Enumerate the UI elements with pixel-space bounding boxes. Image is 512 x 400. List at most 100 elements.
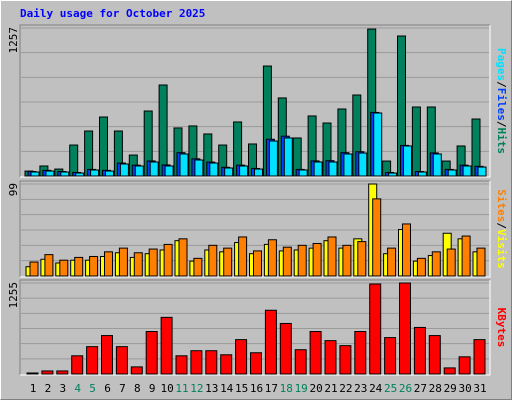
x-tick-label: 8 bbox=[134, 382, 141, 395]
bar bbox=[279, 322, 292, 375]
legend: KBytes bbox=[495, 308, 508, 348]
bar bbox=[45, 170, 55, 177]
x-tick-label: 26 bbox=[399, 382, 412, 395]
bar bbox=[312, 242, 322, 277]
bar bbox=[101, 335, 113, 375]
bar bbox=[313, 161, 323, 177]
x-tick-label: 25 bbox=[384, 382, 397, 395]
bar bbox=[133, 252, 143, 277]
bar bbox=[403, 145, 412, 177]
bar bbox=[428, 335, 441, 375]
bar bbox=[44, 254, 54, 277]
bar bbox=[26, 372, 39, 375]
bar bbox=[179, 153, 189, 177]
bar bbox=[282, 246, 292, 277]
x-tick-label: 19 bbox=[295, 382, 308, 395]
legend-entry: KBytes bbox=[495, 308, 508, 348]
bar bbox=[149, 161, 159, 177]
bar bbox=[476, 247, 486, 277]
bar bbox=[160, 316, 173, 375]
x-tick-label: 2 bbox=[45, 382, 52, 395]
x-tick-label: 20 bbox=[309, 382, 322, 395]
bar bbox=[413, 326, 426, 375]
bar bbox=[134, 165, 144, 177]
bar bbox=[372, 198, 382, 277]
bar bbox=[443, 367, 456, 375]
bar bbox=[69, 144, 79, 177]
y-tick-label: 99 bbox=[7, 183, 20, 196]
bar bbox=[254, 168, 263, 177]
bar bbox=[175, 355, 188, 375]
legend-separator: / bbox=[495, 222, 508, 229]
bar bbox=[473, 339, 486, 375]
bar bbox=[105, 170, 114, 177]
x-tick-label: 17 bbox=[265, 382, 278, 395]
bar bbox=[158, 84, 168, 177]
panel-border-light bbox=[20, 25, 491, 178]
bar bbox=[99, 116, 108, 177]
bar bbox=[205, 350, 218, 375]
bar bbox=[373, 112, 383, 177]
bar bbox=[446, 248, 456, 277]
x-tick-label: 30 bbox=[458, 382, 471, 395]
bar bbox=[358, 152, 368, 177]
bar bbox=[235, 339, 248, 375]
x-tick-label: 23 bbox=[354, 382, 367, 395]
bar bbox=[354, 331, 367, 375]
bar bbox=[402, 223, 411, 277]
chart-title: Daily usage for October 2025 bbox=[20, 7, 205, 20]
bar bbox=[209, 162, 219, 177]
bar bbox=[148, 248, 158, 277]
bar bbox=[417, 171, 427, 177]
bar bbox=[357, 241, 367, 277]
bar bbox=[327, 236, 337, 277]
bar bbox=[447, 169, 457, 177]
x-tick-label: 29 bbox=[444, 382, 457, 395]
bar bbox=[342, 244, 352, 277]
bar bbox=[90, 169, 100, 177]
x-tick-label: 10 bbox=[160, 382, 173, 395]
x-tick-label: 16 bbox=[250, 382, 263, 395]
bar bbox=[309, 331, 322, 375]
bar bbox=[164, 165, 174, 177]
bar bbox=[458, 356, 471, 375]
bar bbox=[178, 238, 188, 277]
bar bbox=[339, 345, 352, 375]
bar bbox=[60, 171, 70, 177]
bar bbox=[294, 349, 307, 375]
x-tick-label: 28 bbox=[429, 382, 442, 395]
bar bbox=[208, 244, 218, 277]
bar bbox=[324, 340, 337, 375]
bar bbox=[75, 172, 85, 177]
bar bbox=[74, 256, 84, 277]
legend-separator: / bbox=[495, 81, 508, 88]
x-tick-label: 4 bbox=[74, 382, 81, 395]
x-tick-label: 5 bbox=[89, 382, 96, 395]
bar bbox=[328, 161, 338, 177]
bar bbox=[399, 282, 411, 375]
panel-border-dark bbox=[19, 24, 490, 177]
x-tick-label: 1 bbox=[30, 382, 37, 395]
bar bbox=[283, 137, 293, 177]
legend: Pages/Files/Hits bbox=[495, 48, 508, 154]
bar bbox=[56, 370, 69, 375]
bar bbox=[71, 355, 84, 375]
x-tick-label: 21 bbox=[324, 382, 337, 395]
bar bbox=[193, 257, 203, 277]
legend-separator: / bbox=[495, 121, 508, 128]
bar bbox=[224, 167, 234, 177]
bar bbox=[223, 247, 233, 277]
panel-border-light bbox=[20, 280, 491, 376]
bar bbox=[432, 153, 442, 177]
bar bbox=[388, 172, 398, 177]
bar bbox=[250, 352, 262, 375]
bar bbox=[30, 171, 40, 177]
bar bbox=[462, 165, 472, 177]
bar bbox=[104, 251, 113, 277]
bar bbox=[253, 250, 262, 277]
x-tick-label: 12 bbox=[190, 382, 203, 395]
panel-border-dark bbox=[19, 180, 490, 277]
